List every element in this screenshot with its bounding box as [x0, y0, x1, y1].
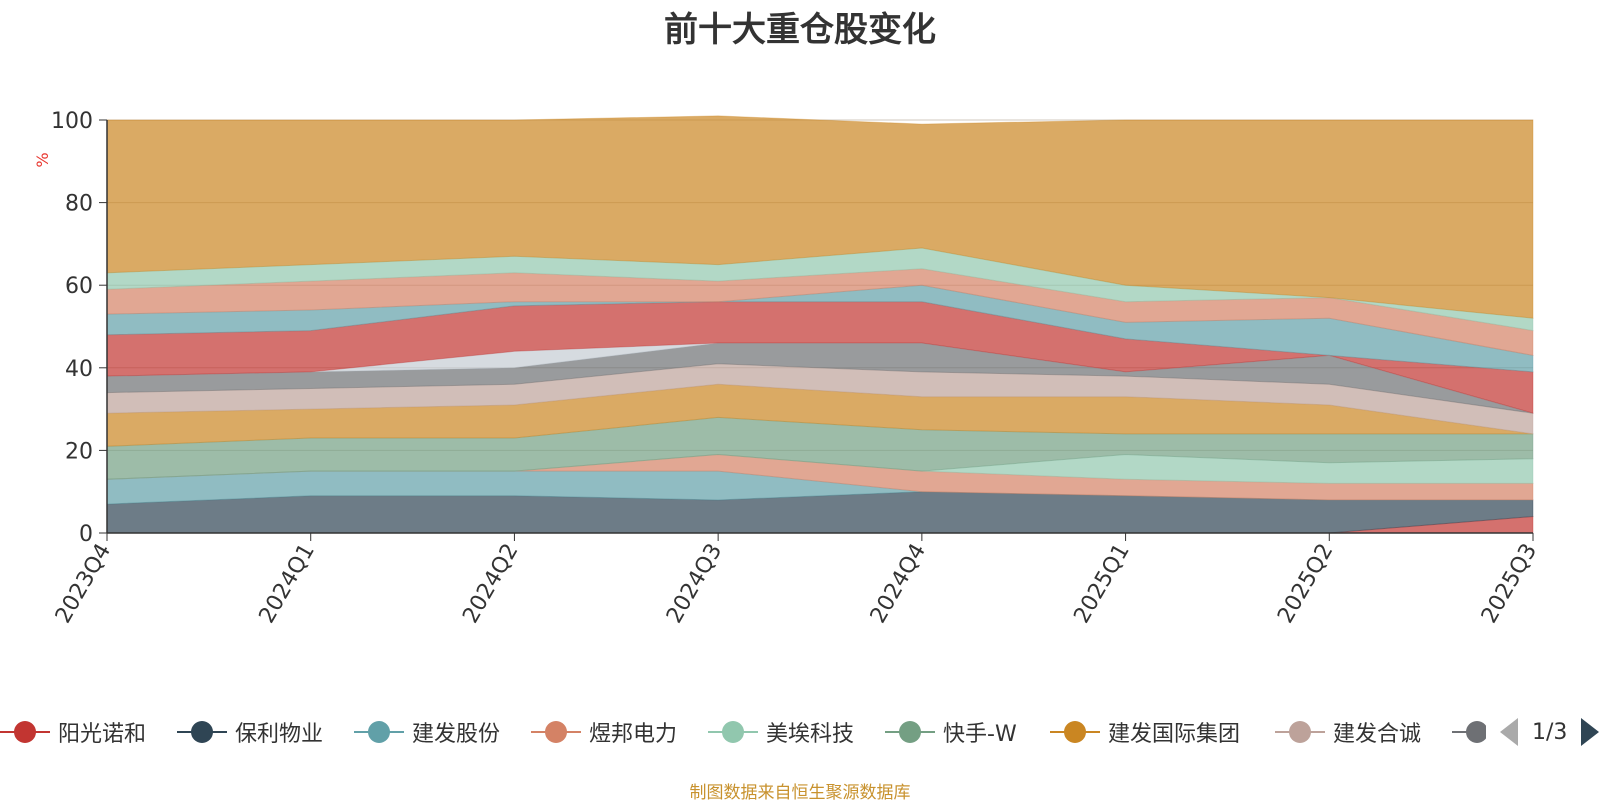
legend-item-0[interactable]: 阳光诺和 — [0, 712, 146, 752]
x-tick-label-2025Q3: 2025Q3 — [1477, 540, 1542, 628]
legend-item-5[interactable]: 快手-W — [885, 712, 1017, 752]
legend-label: 建发国际集团 — [1108, 722, 1241, 747]
legend-label: 快手-W — [943, 722, 1017, 747]
x-tick-label-2024Q3: 2024Q3 — [662, 540, 727, 628]
legend-label: 保利物业 — [235, 722, 324, 747]
x-tick-label-2024Q2: 2024Q2 — [458, 540, 523, 628]
legend-marker-icon — [885, 712, 935, 752]
area-series-14[interactable] — [106, 115, 1534, 319]
legend-prev-page-icon[interactable] — [1500, 718, 1518, 746]
legend-label: 阳光诺和 — [58, 722, 147, 747]
legend-label: 美埃科技 — [766, 722, 855, 747]
x-tick-label-2024Q1: 2024Q1 — [255, 540, 320, 628]
x-tick-label-2023Q4: 2023Q4 — [51, 540, 116, 628]
legend-item-3[interactable]: 煜邦电力 — [531, 712, 677, 752]
chart-title: 前十大重仓股变化 — [664, 10, 936, 50]
legend-item-4[interactable]: 美埃科技 — [708, 712, 854, 752]
area-series-12[interactable] — [106, 268, 1534, 356]
area-series — [106, 115, 1534, 534]
x-tick-label-2025Q1: 2025Q1 — [1069, 540, 1134, 628]
legend-marker-icon — [1050, 712, 1100, 752]
legend-marker-icon — [177, 712, 227, 752]
y-tick-label-40: 40 — [65, 357, 93, 382]
legend-marker-icon — [354, 712, 404, 752]
legend-marker-icon — [1452, 712, 1486, 752]
legend-item-8[interactable] — [1452, 712, 1486, 752]
data-source-note: 制图数据来自恒生聚源数据库 — [689, 783, 911, 803]
legend-marker-icon — [1275, 712, 1325, 752]
legend-item-1[interactable]: 保利物业 — [177, 712, 323, 752]
y-tick-label-60: 60 — [65, 274, 93, 299]
legend-marker-icon — [0, 712, 50, 752]
legend-item-7[interactable]: 建发合诚 — [1275, 712, 1421, 752]
area-series-10[interactable] — [106, 301, 1534, 414]
legend-page-indicator: 1/3 — [1532, 719, 1568, 745]
legend-item-6[interactable]: 建发国际集团 — [1050, 712, 1240, 752]
y-tick-label-100: 100 — [51, 109, 93, 134]
legend-pager: 1/3 — [1500, 712, 1600, 752]
legend-marker-icon — [708, 712, 758, 752]
legend-label: 建发股份 — [412, 722, 501, 747]
legend: 阳光诺和 保利物业 建发股份 煜邦电力 美埃科技 快手-W 建发国际集团 建发合诚 — [0, 712, 1600, 752]
y-axis-unit-label: % — [33, 152, 52, 167]
legend-next-page-icon[interactable] — [1581, 718, 1600, 746]
area-series-7[interactable] — [106, 363, 1534, 435]
y-tick-label-80: 80 — [65, 192, 93, 217]
legend-label: 煜邦电力 — [589, 722, 678, 747]
y-tick-label-0: 0 — [79, 522, 93, 547]
legend-item-2[interactable]: 建发股份 — [354, 712, 500, 752]
area-series-13[interactable] — [106, 247, 1534, 332]
legend-label: 建发合诚 — [1333, 722, 1422, 747]
x-tick-label-2025Q2: 2025Q2 — [1273, 540, 1338, 628]
y-tick-label-20: 20 — [65, 439, 93, 464]
legend-marker-icon — [531, 712, 581, 752]
area-series-5[interactable] — [106, 416, 1534, 480]
x-tick-label-2024Q4: 2024Q4 — [866, 540, 931, 628]
